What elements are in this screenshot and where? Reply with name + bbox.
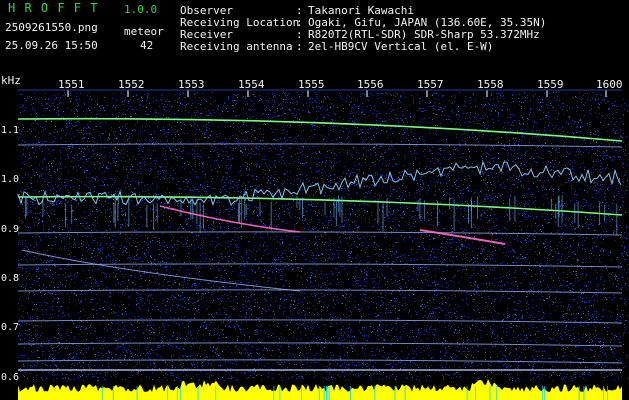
carrier-line-lower — [17, 195, 623, 216]
y-unit-label: kHz — [1, 74, 21, 87]
band-line — [17, 319, 623, 324]
freq-tick-label: 1.1 — [1, 125, 20, 136]
time-tick-label: 1554 — [238, 78, 265, 91]
info-value-receiver: R820T2(RTL-SDR) SDR-Sharp 53.372MHz — [308, 28, 540, 41]
signal-traces — [17, 117, 623, 292]
time-tick-label: 1600 — [596, 78, 623, 91]
app-title: H R O F F T — [8, 1, 99, 15]
band-line — [17, 263, 623, 268]
band-line — [17, 289, 623, 294]
meteor-count: 42 — [140, 39, 154, 52]
info-label-location: Receiving Location — [180, 16, 300, 29]
carrier-line-upper — [17, 117, 623, 142]
activity-waveform — [18, 379, 622, 400]
activity-bar — [18, 379, 622, 400]
band-line — [17, 231, 623, 236]
info-label-antenna: Receiving antenna — [180, 40, 293, 53]
time-tick-marks — [18, 89, 622, 97]
band-line — [17, 359, 623, 364]
meteor-trail-faint — [21, 249, 301, 292]
info-value-location: Ogaki, Gifu, JAPAN (136.60E, 35.35N) — [308, 16, 547, 29]
info-label-receiver: Receiver — [180, 28, 233, 41]
detection-label: meteor — [124, 25, 164, 38]
noise-speckle — [18, 92, 628, 381]
freq-tick-label: 0.8 — [1, 273, 20, 284]
time-tick-label: 1559 — [537, 78, 564, 91]
info-sep: : — [296, 16, 303, 29]
freq-tick-label: 0.6 — [1, 372, 20, 383]
meteor-trail — [419, 229, 506, 245]
ionospheric-signal — [17, 160, 622, 207]
info-label-observer: Observer — [180, 4, 233, 17]
band-line — [17, 342, 623, 347]
noise-field — [18, 92, 628, 381]
info-sep: : — [296, 4, 303, 17]
time-tick-label: 1558 — [477, 78, 504, 91]
date-time: 25.09.26 15:50 — [5, 39, 98, 52]
info-value-antenna: 2el-HB9CV Vertical (el. E-W) — [308, 40, 494, 53]
file-name: 2509261550.png — [5, 21, 98, 34]
band-line — [17, 143, 623, 148]
frequency-gridlines — [17, 143, 623, 371]
info-sep: : — [296, 28, 303, 41]
time-tick-label: 1556 — [357, 78, 384, 91]
info-value-observer: Takanori Kawachi — [308, 4, 414, 17]
app-version: 1.0.0 — [124, 3, 158, 16]
time-tick-label: 1553 — [178, 78, 205, 91]
freq-tick-label: 0.9 — [1, 224, 20, 235]
time-tick-label: 1555 — [298, 78, 325, 91]
freq-tick-label: 0.7 — [1, 322, 20, 333]
info-sep: : — [296, 40, 303, 53]
freq-tick-label: 1.0 — [1, 174, 20, 185]
time-tick-label: 1557 — [417, 78, 444, 91]
time-tick-label: 1551 — [58, 78, 85, 91]
time-tick-label: 1552 — [118, 78, 145, 91]
meteor-trail — [159, 205, 301, 233]
